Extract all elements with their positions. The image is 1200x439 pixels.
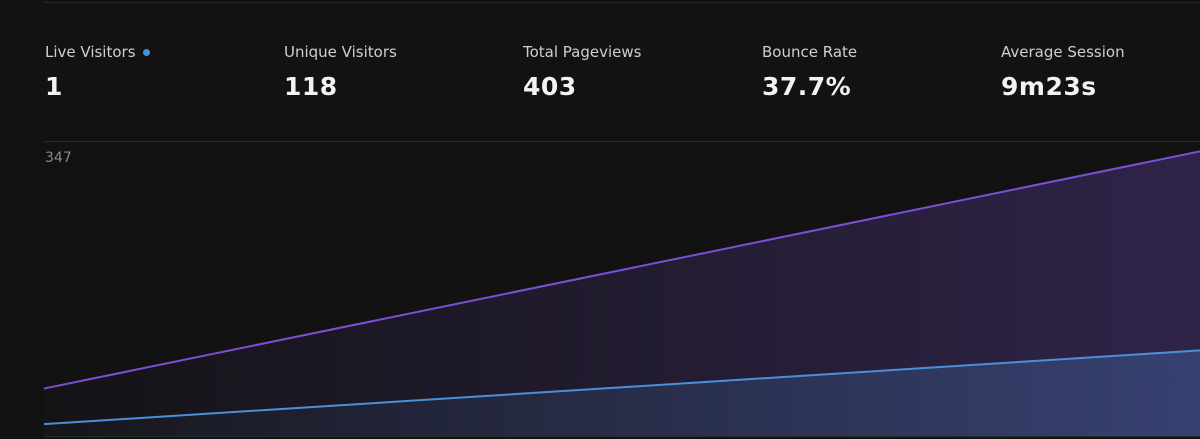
x-axis-line [44, 436, 1200, 437]
stat-total-pageviews-label: Total Pageviews [523, 43, 642, 61]
stat-bounce-rate-value: 37.7% [762, 72, 852, 101]
traffic-chart[interactable] [0, 142, 1200, 439]
stat-average-session-value: 9m23s [1001, 72, 1097, 101]
top-divider [44, 2, 1200, 3]
stat-bounce-rate[interactable]: Bounce Rate 37.7% [762, 42, 857, 101]
stats-divider [44, 141, 1200, 142]
stat-live-visitors[interactable]: Live Visitors 1 [45, 42, 150, 101]
stat-average-session-label: Average Session [1001, 43, 1125, 61]
stat-total-pageviews[interactable]: Total Pageviews 403 [523, 42, 641, 101]
live-indicator-icon [142, 48, 150, 56]
series-1-area [44, 350, 1200, 436]
stat-live-visitors-label: Live Visitors [45, 43, 136, 61]
stat-bounce-rate-label: Bounce Rate [762, 43, 858, 61]
series-0-line [43, 150, 1200, 390]
stats-row: Live Visitors 1 Unique Visitors 118 Tota… [0, 0, 1200, 141]
series-1-line [43, 349, 1200, 426]
stat-live-visitors-value: 1 [45, 72, 63, 101]
stat-unique-visitors[interactable]: Unique Visitors 118 [284, 42, 397, 101]
stat-total-pageviews-value: 403 [523, 72, 577, 101]
y-axis-max-label: 347 [45, 150, 72, 166]
series-0-area [44, 151, 1200, 436]
stat-unique-visitors-value: 118 [284, 72, 338, 101]
stat-average-session[interactable]: Average Session 9m23s [1001, 42, 1125, 101]
stat-unique-visitors-label: Unique Visitors [284, 43, 397, 61]
